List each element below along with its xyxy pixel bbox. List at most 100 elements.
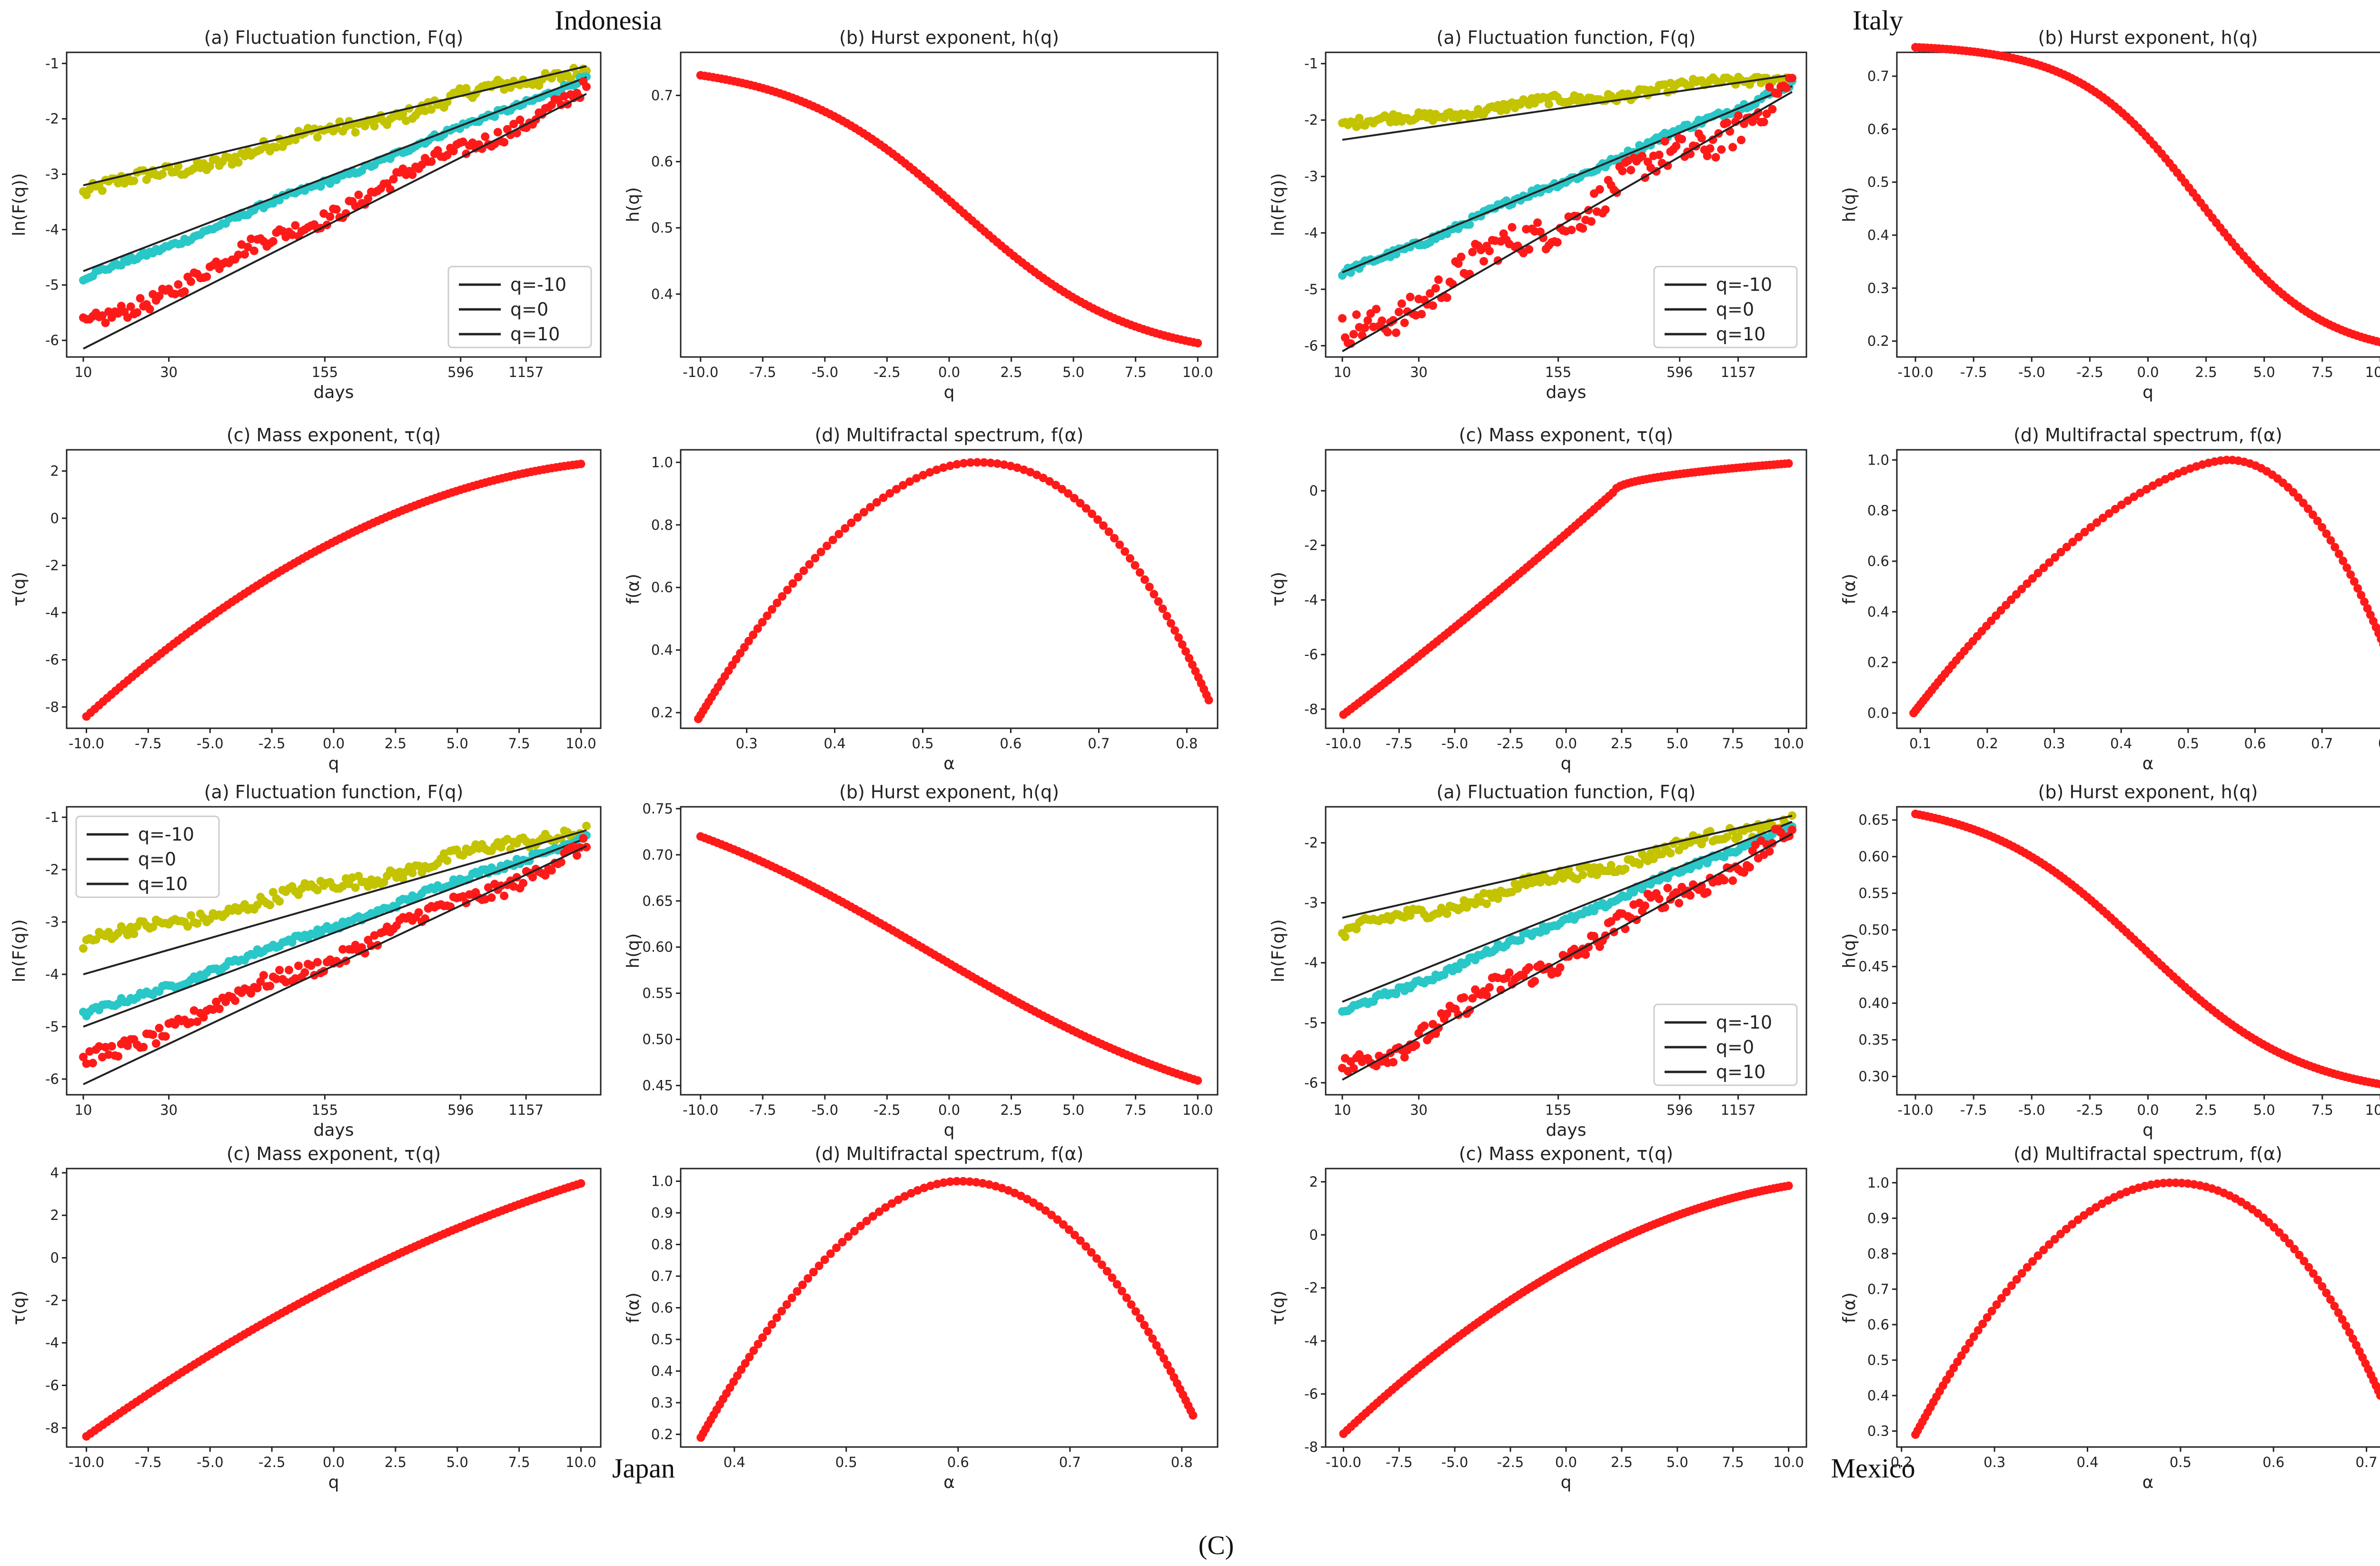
x-axis-label: q: [1561, 1473, 1572, 1492]
legend-entry: q=-10: [138, 824, 194, 845]
y-tick-label: 0.35: [1858, 1032, 1889, 1048]
y-tick-label: -6: [1304, 337, 1318, 354]
panel-japan-d: (d) Multifractal spectrum, f(α) α f(α) 0.2 0…: [624, 1143, 1219, 1492]
data-point: [566, 74, 575, 83]
data-point: [1039, 474, 1048, 483]
data-point: [1525, 963, 1534, 972]
y-tick-label: -8: [45, 699, 59, 715]
series-q-0: [1338, 77, 1796, 280]
x-tick-label: -7.5: [749, 1102, 776, 1118]
data-point: [129, 929, 139, 938]
x-tick-label: 7.5: [1125, 364, 1147, 380]
data-point: [509, 119, 518, 129]
x-tick-label: 0.7: [2311, 735, 2333, 752]
data-point: [174, 280, 183, 289]
data-point: [1431, 284, 1440, 293]
data-point: [1578, 871, 1587, 880]
x-tick-label: -10.0: [1898, 364, 1934, 380]
y-tick-label: -6: [45, 1071, 59, 1087]
data-point: [496, 78, 506, 87]
x-tick-label: 155: [312, 364, 338, 380]
y-tick-label: -5: [45, 1019, 59, 1035]
data-point: [313, 958, 322, 967]
x-tick-label: -10.0: [69, 735, 104, 752]
data-point: [1000, 460, 1009, 469]
x-tick-label: 0.4: [824, 735, 846, 752]
data-point: [1717, 145, 1726, 154]
data-point: [364, 194, 373, 203]
data-point: [408, 170, 417, 179]
data-point: [582, 82, 591, 91]
y-tick-label: -6: [1304, 646, 1318, 663]
data-point: [1013, 463, 1022, 472]
y-tick-label: 0.50: [642, 1031, 673, 1048]
y-tick-label: 0.7: [1867, 68, 1889, 84]
data-point: [1162, 612, 1171, 621]
series-q-10: [1338, 74, 1796, 348]
x-tick-label: 0.7: [1088, 735, 1110, 752]
series-points: [1911, 43, 2380, 347]
data-point: [370, 121, 379, 130]
chart-title: (c) Mass exponent, τ(q): [227, 1143, 441, 1164]
y-axis-label: ln(F(q)): [1269, 173, 1288, 237]
x-tick-label: 7.5: [1125, 1102, 1147, 1118]
data-point: [579, 834, 588, 843]
data-point: [1711, 153, 1720, 162]
x-tick-label: 0.8: [1176, 735, 1198, 752]
fit-line-q-0: [1342, 85, 1793, 274]
data-point: [1400, 1053, 1409, 1062]
y-tick-label: 0.9: [651, 1205, 673, 1221]
y-axis-label: f(α): [1840, 1292, 1859, 1323]
x-axis-label: q: [328, 754, 339, 773]
x-tick-label: 10: [75, 364, 92, 380]
x-tick-label: 10.0: [1182, 1102, 1213, 1118]
x-tick-label: 7.5: [1722, 735, 1744, 752]
x-tick-label: 10.0: [565, 735, 596, 752]
data-point: [101, 318, 110, 327]
x-tick-label: 0.5: [912, 735, 933, 752]
data-point: [1188, 660, 1197, 669]
data-point: [1388, 1058, 1398, 1067]
country-label-japan: Japan: [612, 1453, 675, 1484]
data-point: [1533, 218, 1542, 227]
x-tick-label: 155: [312, 1102, 338, 1118]
y-tick-label: -2: [1304, 112, 1318, 128]
data-point: [1076, 499, 1085, 508]
panel-italy-b: (b) Hurst exponent, h(q) q h(q) 0.2 0.3 0.4 0.…: [1840, 27, 2380, 402]
legend-box: [447, 266, 592, 348]
x-tick-label: 596: [1666, 1102, 1693, 1118]
data-point: [1406, 292, 1415, 301]
data-point: [1426, 289, 1435, 298]
x-tick-label: -7.5: [1960, 1102, 1987, 1118]
data-point: [758, 618, 767, 627]
data-point: [490, 112, 499, 121]
y-tick-label: -4: [1304, 1333, 1318, 1349]
chart-title: (d) Multifractal spectrum, f(α): [815, 425, 1084, 446]
y-axis-label: τ(q): [1269, 572, 1288, 606]
x-tick-label: 1157: [1721, 364, 1756, 380]
legend-entry: q=0: [138, 849, 176, 870]
y-tick-label: 0.7: [1867, 1281, 1889, 1297]
data-point: [925, 468, 934, 477]
data-point: [151, 1039, 160, 1048]
x-tick-label: 7.5: [1722, 1454, 1744, 1470]
y-tick-label: 0.7: [651, 87, 673, 103]
x-tick-label: -5.0: [2018, 1102, 2045, 1118]
series-points: [696, 71, 1202, 347]
y-tick-label: -4: [1304, 955, 1318, 971]
data-point: [1666, 849, 1675, 858]
data-point: [458, 137, 467, 146]
data-point: [1788, 74, 1796, 83]
data-point: [243, 242, 252, 251]
x-tick-label: 596: [447, 364, 474, 380]
data-point: [919, 471, 928, 480]
y-tick-label: -8: [1304, 1439, 1318, 1455]
data-point: [1525, 245, 1534, 254]
y-axis-label: h(q): [1840, 187, 1859, 222]
data-point: [1400, 318, 1409, 327]
data-point: [1663, 161, 1672, 170]
y-tick-label: 0.5: [651, 220, 673, 236]
data-point: [427, 157, 436, 166]
panel-italy-c: (c) Mass exponent, τ(q) q τ(q) -8 -6 -4 -2 0 -10…: [1269, 425, 1807, 773]
data-point: [1204, 695, 1213, 704]
